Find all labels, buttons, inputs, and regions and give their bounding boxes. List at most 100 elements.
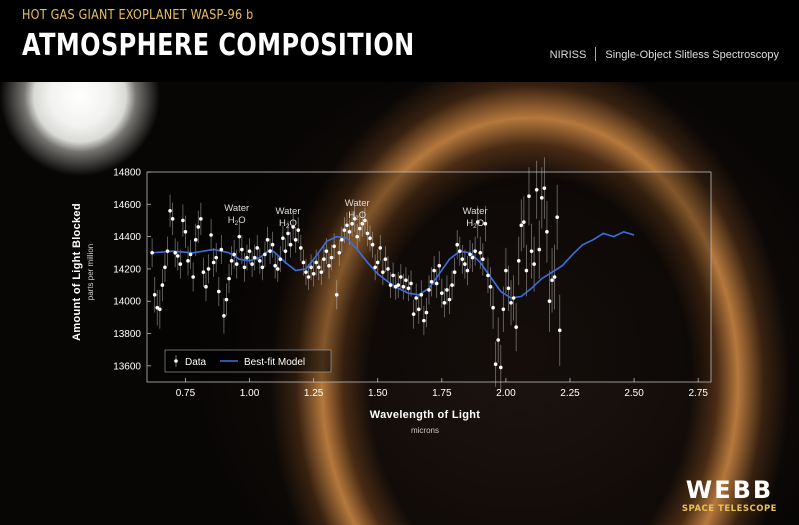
- y-tick-label: 14800: [113, 168, 141, 179]
- data-point: [201, 270, 206, 274]
- water-annotation-label: Water: [224, 203, 249, 214]
- data-point: [363, 218, 367, 223]
- data-point: [540, 196, 544, 200]
- data-point: [381, 270, 385, 274]
- data-point: [465, 268, 470, 273]
- data-point: [473, 249, 477, 253]
- instrument-label: NIRISS Single-Object Slitless Spectroscop…: [550, 47, 779, 61]
- data-point: [396, 283, 401, 287]
- data-point: [334, 292, 339, 297]
- data-point: [519, 223, 524, 228]
- data-point: [534, 187, 539, 192]
- data-point: [342, 228, 347, 232]
- data-point: [491, 305, 495, 310]
- data-point: [496, 338, 501, 342]
- data-point: [247, 249, 252, 253]
- water-annotation-formula: H2O: [466, 218, 484, 230]
- data-point: [301, 260, 306, 265]
- data-point: [288, 242, 293, 247]
- data-point: [327, 263, 331, 268]
- y-tick-label: 14200: [113, 264, 141, 275]
- data-point: [188, 252, 193, 257]
- data-point: [299, 246, 303, 250]
- x-tick-label: 1.25: [304, 388, 324, 399]
- data-point: [360, 221, 365, 226]
- data-point: [175, 254, 180, 258]
- data-point: [193, 238, 198, 242]
- data-point: [329, 255, 334, 260]
- data-point: [445, 288, 449, 292]
- data-point: [470, 255, 475, 260]
- data-point: [463, 262, 467, 266]
- data-point: [378, 246, 383, 250]
- data-point: [196, 225, 201, 229]
- legend-data-label: Data: [185, 357, 207, 368]
- data-point: [375, 260, 380, 265]
- data-point: [399, 275, 403, 279]
- water-annotation-label: Water: [463, 206, 488, 217]
- data-point: [314, 260, 319, 265]
- data-point: [401, 284, 406, 289]
- y-tick-label: 13800: [113, 329, 141, 340]
- data-point: [332, 244, 336, 249]
- planet-background: [0, 82, 799, 525]
- water-annotation-formula: H2O: [348, 210, 366, 222]
- water-annotation-formula: H2O: [279, 218, 297, 230]
- instrument-name: NIRISS: [549, 49, 587, 61]
- data-point: [306, 275, 311, 279]
- data-point: [355, 234, 360, 239]
- data-point: [488, 284, 493, 289]
- data-point: [283, 249, 288, 253]
- data-point: [514, 325, 518, 329]
- data-point: [222, 313, 226, 318]
- data-point: [181, 218, 185, 223]
- data-point: [245, 255, 249, 260]
- data-point: [522, 220, 526, 224]
- data-point: [155, 305, 160, 310]
- data-point: [345, 223, 349, 228]
- data-point: [406, 286, 411, 291]
- data-point: [478, 250, 483, 255]
- data-point: [324, 249, 329, 253]
- page-title: ATMOSPHERE COMPOSITION: [22, 28, 415, 63]
- y-axis-unit: parts per million: [86, 244, 95, 300]
- data-point: [537, 247, 542, 252]
- data-point: [293, 238, 298, 242]
- data-point: [506, 286, 511, 291]
- data-point: [411, 312, 416, 316]
- water-annotation-formula: H2O: [228, 215, 246, 227]
- data-point: [357, 226, 362, 231]
- data-point: [457, 249, 462, 253]
- data-point: [424, 310, 429, 315]
- data-point: [242, 265, 247, 270]
- y-tick-label: 14400: [113, 232, 141, 243]
- instrument-mode: Single-Object Slitless Spectroscopy: [605, 49, 779, 61]
- data-point: [347, 229, 352, 234]
- data-point: [322, 257, 326, 262]
- x-axis-unit: microns: [411, 426, 439, 435]
- data-point: [250, 262, 254, 266]
- data-point: [545, 229, 549, 234]
- data-point: [191, 275, 195, 279]
- data-point: [152, 292, 157, 297]
- data-point: [429, 280, 434, 284]
- data-point: [440, 291, 444, 295]
- data-point: [209, 233, 213, 237]
- data-point: [319, 270, 324, 274]
- data-point: [365, 231, 370, 236]
- data-point: [258, 259, 262, 263]
- y-tick-label: 13600: [113, 361, 141, 372]
- data-point: [291, 225, 295, 229]
- data-point: [481, 257, 485, 262]
- data-point: [183, 229, 188, 234]
- data-point: [370, 242, 375, 247]
- data-point: [316, 265, 321, 270]
- data-point: [452, 270, 457, 274]
- subtitle: HOT GAS GIANT EXOPLANET WASP-96 b: [22, 8, 254, 23]
- data-point: [511, 296, 516, 300]
- data-point: [214, 255, 219, 260]
- x-axis-title: Wavelength of Light: [370, 409, 480, 421]
- data-point: [524, 268, 529, 273]
- x-tick-label: 0.75: [176, 388, 196, 399]
- legend-box: [164, 349, 332, 373]
